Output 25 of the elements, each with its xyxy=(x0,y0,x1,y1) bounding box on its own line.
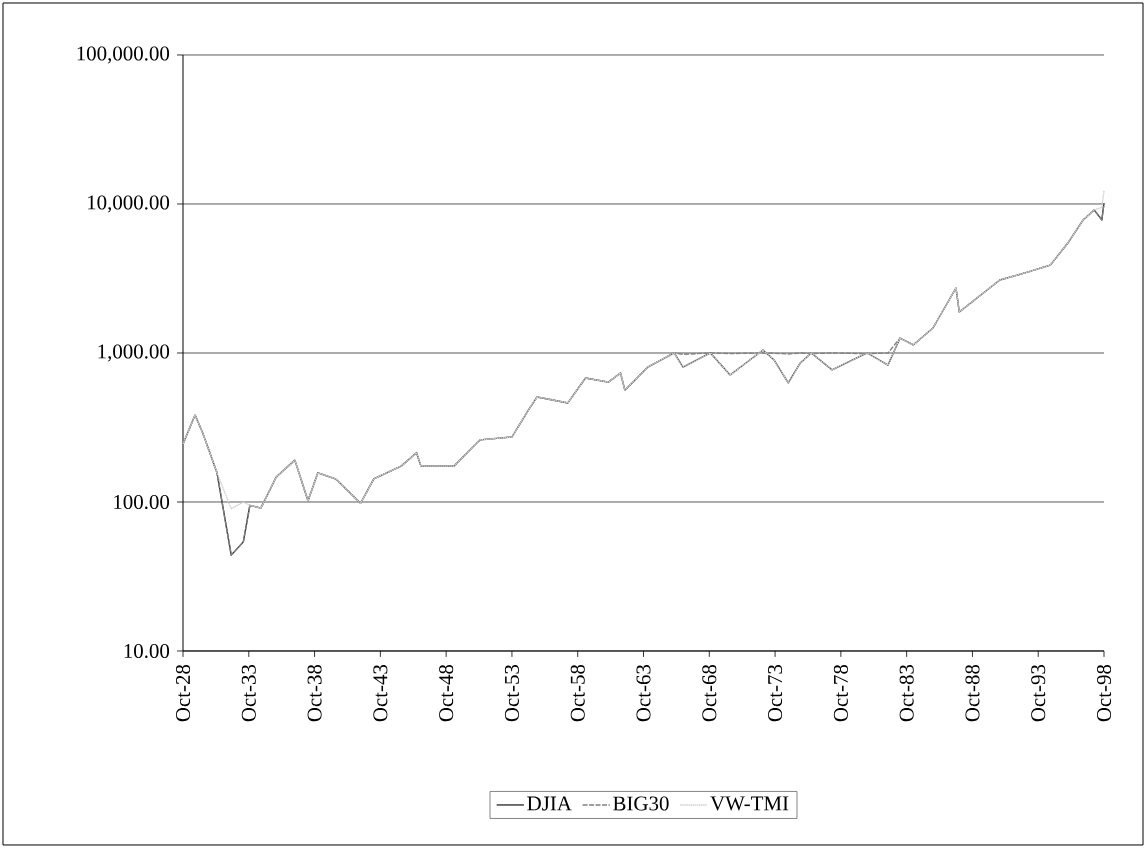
legend-label: VW-TMI xyxy=(710,796,789,811)
legend-label: BIG30 xyxy=(613,796,669,811)
y-tick-label: 100,000.00 xyxy=(77,46,170,64)
x-tick-label: Oct-43 xyxy=(373,664,388,722)
x-tick-label: Oct-98 xyxy=(1096,664,1112,722)
x-tick-label: Oct-48 xyxy=(439,664,454,722)
x-tick-label: Oct-83 xyxy=(899,664,914,722)
y-tick-label: 100.00 xyxy=(114,494,170,510)
x-tick-label: Oct-78 xyxy=(833,664,848,722)
x-tick-label: Oct-58 xyxy=(570,664,585,722)
line-series xyxy=(182,189,1105,510)
x-tick-label: Oct-33 xyxy=(241,664,256,722)
x-tick-label: Oct-28 xyxy=(175,664,191,722)
x-tick-label: Oct-73 xyxy=(768,664,783,722)
legend-label: DJIA xyxy=(527,796,572,811)
x-tick-label: Oct-88 xyxy=(965,664,980,722)
x-tick-label: Oct-38 xyxy=(307,664,322,722)
x-tick-label: Oct-53 xyxy=(504,664,519,722)
y-tick-label: 1,000.00 xyxy=(98,344,170,362)
y-tick-label: 10.00 xyxy=(124,643,170,659)
line-series xyxy=(182,202,1105,556)
y-tick-label: 10,000.00 xyxy=(88,195,170,213)
x-tick-label: Oct-93 xyxy=(1031,664,1046,722)
x-tick-label: Oct-63 xyxy=(636,664,651,722)
x-tick-label: Oct-68 xyxy=(702,664,717,722)
